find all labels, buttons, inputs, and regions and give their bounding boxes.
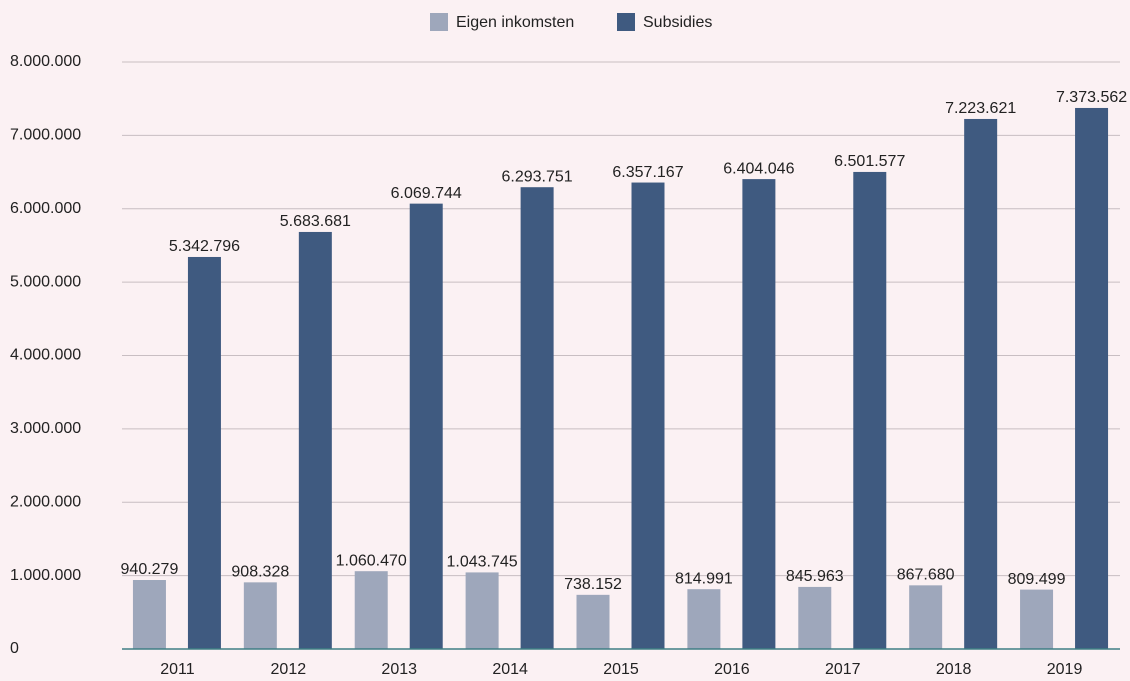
x-tick-label: 2011 — [160, 661, 195, 678]
value-label: 867.680 — [897, 567, 955, 584]
bar — [132, 580, 166, 649]
y-tick-label: 6.000.000 — [10, 200, 81, 217]
value-label: 6.293.751 — [502, 168, 573, 185]
value-label: 814.991 — [675, 570, 733, 587]
bar — [298, 231, 332, 649]
value-label: 845.963 — [786, 568, 844, 585]
bar — [576, 594, 610, 649]
x-tick-label: 2013 — [381, 661, 417, 678]
bar — [243, 582, 277, 649]
bar — [1020, 589, 1054, 649]
value-label: 1.043.745 — [447, 554, 518, 571]
bar — [964, 118, 998, 650]
y-tick-label: 4.000.000 — [10, 347, 81, 364]
value-label: 6.501.577 — [834, 153, 905, 170]
legend-swatch — [617, 13, 635, 31]
bar — [354, 571, 388, 649]
bar — [742, 179, 776, 649]
y-tick-label: 8.000.000 — [10, 53, 81, 70]
bar — [187, 256, 221, 649]
y-tick-label: 3.000.000 — [10, 420, 81, 437]
legend-label: Eigen inkomsten — [456, 14, 574, 31]
y-tick-label: 1.000.000 — [10, 567, 81, 584]
x-tick-label: 2012 — [271, 661, 307, 678]
value-label: 6.357.167 — [612, 164, 683, 181]
y-tick-label: 7.000.000 — [10, 127, 81, 144]
y-tick-label: 2.000.000 — [10, 493, 81, 510]
bar — [1075, 107, 1109, 649]
value-label: 809.499 — [1008, 571, 1066, 588]
value-label: 5.683.681 — [280, 213, 351, 230]
bar — [409, 203, 443, 649]
value-label: 908.328 — [231, 564, 289, 581]
x-tick-label: 2014 — [492, 661, 528, 678]
bar — [853, 171, 887, 650]
legend-label: Subsidies — [643, 14, 712, 31]
legend-swatch — [430, 13, 448, 31]
bar — [687, 589, 721, 649]
x-tick-label: 2016 — [714, 661, 750, 678]
bar — [520, 187, 554, 649]
value-label: 7.223.621 — [945, 100, 1016, 117]
bar — [909, 585, 943, 649]
value-label: 7.373.562 — [1056, 89, 1127, 106]
bar — [798, 586, 832, 649]
value-label: 940.279 — [121, 561, 179, 578]
y-tick-label: 0 — [10, 640, 19, 657]
x-tick-label: 2019 — [1047, 661, 1083, 678]
value-label: 738.152 — [564, 576, 622, 593]
value-label: 6.404.046 — [723, 160, 794, 177]
bar — [631, 182, 665, 649]
value-label: 5.342.796 — [169, 238, 240, 255]
bar — [465, 572, 499, 649]
value-label: 6.069.744 — [391, 185, 462, 202]
x-tick-label: 2015 — [603, 661, 639, 678]
x-tick-label: 2018 — [936, 661, 972, 678]
value-label: 1.060.470 — [336, 552, 407, 569]
y-tick-label: 5.000.000 — [10, 273, 81, 290]
x-tick-label: 2017 — [825, 661, 861, 678]
